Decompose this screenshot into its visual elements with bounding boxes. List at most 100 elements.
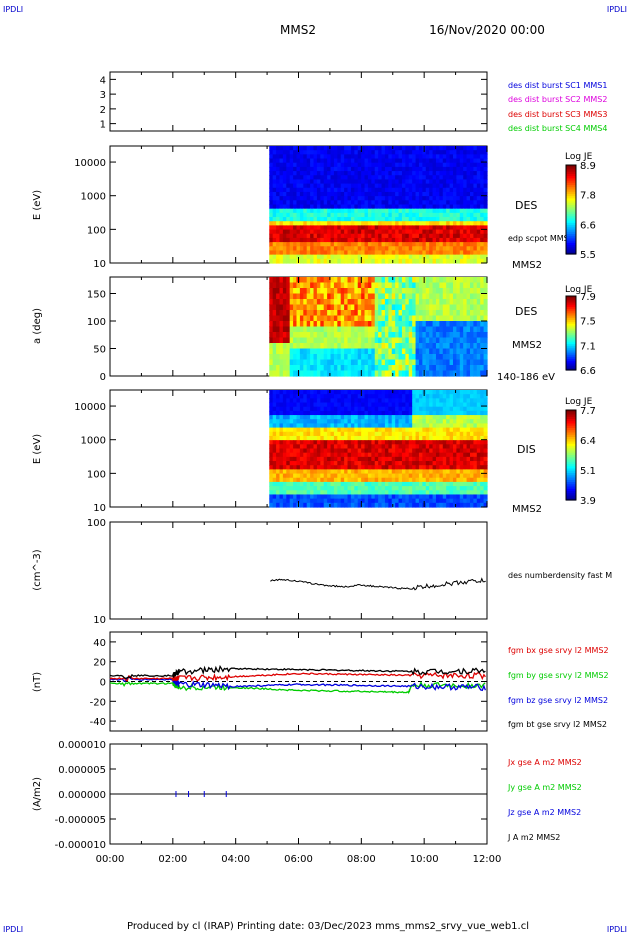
dis-energy-cell bbox=[296, 423, 301, 429]
des-energy-cell bbox=[388, 154, 393, 160]
des-pitch-cell bbox=[276, 310, 281, 317]
des-energy-cell bbox=[299, 212, 304, 218]
dis-energy-cell bbox=[357, 461, 362, 466]
dis-energy-cell bbox=[269, 465, 274, 470]
des-pitch-cell bbox=[384, 304, 389, 311]
des-pitch-cell bbox=[333, 315, 338, 322]
des-energy-cell bbox=[327, 166, 332, 172]
des-energy-cell bbox=[272, 250, 277, 256]
des-energy-cell bbox=[357, 154, 362, 160]
des-pitch-cell bbox=[303, 288, 308, 295]
des-pitch-cell bbox=[469, 326, 474, 333]
des-energy-cell bbox=[293, 229, 298, 235]
dis-energy-cell bbox=[384, 406, 389, 412]
dis-energy-cell bbox=[398, 435, 403, 441]
dis-energy-cell bbox=[279, 394, 284, 399]
dis-energy-cell bbox=[364, 398, 369, 404]
dis-energy-cell bbox=[384, 456, 389, 462]
des-energy-cell bbox=[310, 237, 315, 243]
des-energy-cell bbox=[330, 204, 335, 210]
dis-energy-cell bbox=[354, 423, 359, 429]
des-pitch-tick-label: 100 bbox=[87, 317, 106, 328]
des-pitch-cell bbox=[272, 326, 277, 333]
des-energy-cell bbox=[272, 246, 277, 252]
dis-energy-cell bbox=[316, 456, 321, 462]
des-energy-cell bbox=[320, 166, 325, 172]
dis-energy-cell bbox=[466, 494, 471, 500]
des-energy-cell bbox=[323, 162, 328, 168]
des-energy-cell bbox=[306, 208, 311, 214]
dis-energy-cell bbox=[371, 448, 376, 454]
des-pitch-cell bbox=[446, 288, 451, 295]
des-energy-cell bbox=[422, 196, 427, 201]
des-pitch-cell bbox=[395, 277, 400, 284]
des-energy-cell bbox=[452, 183, 457, 189]
dis-energy-cell bbox=[446, 440, 451, 445]
des-energy-cell bbox=[347, 225, 352, 231]
des-energy-cell bbox=[361, 179, 366, 185]
des-energy-cell bbox=[384, 183, 389, 189]
des-energy-cell bbox=[415, 162, 420, 168]
dis-energy-cell bbox=[354, 402, 359, 408]
dis-energy-cell bbox=[367, 402, 372, 408]
des-energy-cell bbox=[466, 237, 471, 243]
des-pitch-cell bbox=[347, 359, 352, 366]
des-pitch-cell bbox=[313, 277, 318, 284]
des-energy-cell bbox=[425, 221, 430, 226]
dis-energy-cell bbox=[378, 427, 383, 433]
dis-energy-cell bbox=[347, 465, 352, 470]
dis-energy-cell bbox=[316, 435, 321, 441]
des-pitch-cell bbox=[293, 315, 298, 322]
des-energy-cell bbox=[330, 146, 335, 151]
dis-energy-cell bbox=[323, 406, 328, 412]
des-energy-cell bbox=[415, 171, 420, 176]
des-energy-cell bbox=[415, 196, 420, 201]
des-energy-cell bbox=[469, 175, 474, 181]
des-energy-colorbar-cell bbox=[566, 236, 576, 240]
dis-energy-cell bbox=[408, 448, 413, 454]
des-energy-cell bbox=[391, 200, 396, 206]
des-pitch-colorbar-tick-label: 7.5 bbox=[580, 317, 596, 328]
des-energy-cell bbox=[425, 246, 430, 252]
des-energy-cell bbox=[412, 191, 417, 197]
des-energy-cell bbox=[364, 191, 369, 197]
des-pitch-cell bbox=[354, 354, 359, 361]
des-energy-cell bbox=[405, 158, 410, 164]
des-energy-cell bbox=[388, 225, 393, 231]
des-energy-cell bbox=[272, 217, 277, 222]
dis-energy-cell bbox=[384, 490, 389, 496]
dis-energy-cell bbox=[340, 406, 345, 412]
des-energy-cell bbox=[306, 242, 311, 247]
des-pitch-cell bbox=[340, 370, 345, 377]
des-pitch-cell bbox=[344, 282, 349, 289]
des-pitch-cell bbox=[357, 326, 362, 333]
des-pitch-cell bbox=[398, 310, 403, 317]
dis-energy-cell bbox=[459, 398, 464, 404]
des-energy-cell bbox=[398, 187, 403, 193]
dis-energy-cell bbox=[276, 406, 281, 412]
des-energy-cell bbox=[293, 154, 298, 160]
dis-energy-cell bbox=[286, 502, 291, 508]
des-energy-cell bbox=[299, 237, 304, 243]
dis-energy-cell bbox=[361, 398, 366, 404]
dis-energy-cell bbox=[293, 402, 298, 408]
des-energy-cell bbox=[398, 212, 403, 218]
des-energy-cell bbox=[371, 254, 376, 260]
des-energy-cell bbox=[401, 183, 406, 189]
des-pitch-cell bbox=[473, 282, 478, 289]
des-pitch-cell bbox=[466, 348, 471, 355]
dis-energy-cell bbox=[316, 490, 321, 496]
des-pitch-cell bbox=[391, 304, 396, 311]
dis-energy-cell bbox=[357, 444, 362, 450]
dis-energy-cell bbox=[282, 481, 287, 487]
des-energy-cell bbox=[364, 158, 369, 164]
des-energy-cell bbox=[361, 154, 366, 160]
des-pitch-cell bbox=[388, 315, 393, 322]
dis-energy-cell bbox=[415, 490, 420, 496]
dis-energy-cell bbox=[476, 486, 481, 491]
dis-energy-cell bbox=[354, 444, 359, 450]
dis-energy-cell bbox=[449, 390, 454, 395]
dis-energy-cell bbox=[354, 448, 359, 454]
des-energy-cell bbox=[412, 254, 417, 260]
dis-energy-cell bbox=[323, 415, 328, 420]
